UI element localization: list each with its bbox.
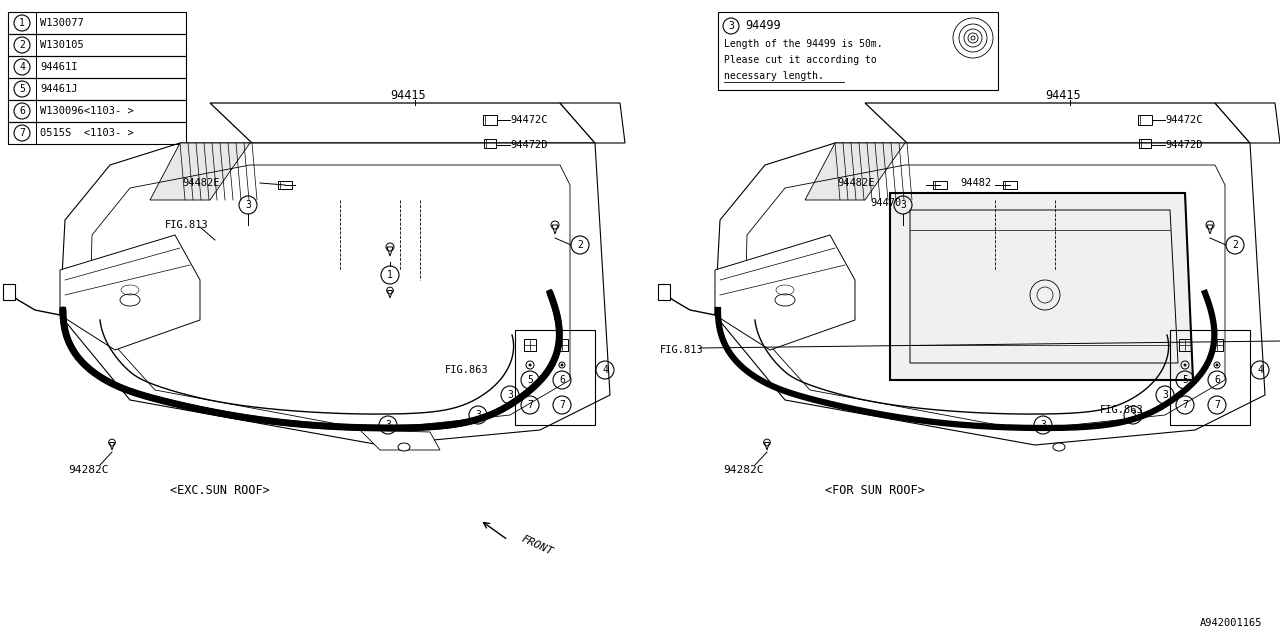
Text: 1: 1 bbox=[387, 270, 393, 280]
Bar bbox=[8, 56, 186, 78]
Bar bbox=[1179, 339, 1190, 351]
Polygon shape bbox=[716, 143, 1265, 445]
Text: FIG.863: FIG.863 bbox=[445, 365, 489, 375]
Text: 6: 6 bbox=[559, 375, 564, 385]
Text: 94415: 94415 bbox=[390, 88, 426, 102]
Bar bbox=[8, 122, 186, 144]
Polygon shape bbox=[360, 430, 440, 450]
Text: 94415: 94415 bbox=[1044, 88, 1080, 102]
Text: W130096<1103- >: W130096<1103- > bbox=[40, 106, 133, 116]
Text: 5: 5 bbox=[527, 375, 532, 385]
Bar bbox=[658, 284, 669, 300]
Text: 3: 3 bbox=[1130, 410, 1135, 420]
Circle shape bbox=[561, 364, 563, 366]
Text: 1: 1 bbox=[19, 18, 24, 28]
Polygon shape bbox=[150, 143, 250, 200]
Text: 5: 5 bbox=[19, 84, 24, 94]
Text: 94461I: 94461I bbox=[40, 62, 78, 72]
Bar bbox=[1004, 181, 1018, 189]
Text: 3: 3 bbox=[244, 200, 251, 210]
Text: A942001165: A942001165 bbox=[1199, 618, 1262, 628]
Text: 5: 5 bbox=[1181, 375, 1188, 385]
Bar bbox=[483, 115, 497, 125]
Text: <FOR SUN ROOF>: <FOR SUN ROOF> bbox=[826, 483, 925, 497]
Bar bbox=[933, 181, 947, 189]
Text: Please cut it according to: Please cut it according to bbox=[724, 55, 877, 65]
Bar bbox=[1138, 115, 1152, 125]
Text: FIG.863: FIG.863 bbox=[1100, 405, 1144, 415]
Text: 3: 3 bbox=[1162, 390, 1167, 400]
Text: 4: 4 bbox=[19, 62, 24, 72]
Bar bbox=[8, 100, 186, 122]
Bar bbox=[515, 330, 595, 425]
Bar bbox=[8, 78, 186, 100]
Text: 3: 3 bbox=[1041, 420, 1046, 430]
Text: 94482: 94482 bbox=[960, 178, 991, 188]
Ellipse shape bbox=[1053, 443, 1065, 451]
Text: <EXC.SUN ROOF>: <EXC.SUN ROOF> bbox=[170, 483, 270, 497]
Text: 2: 2 bbox=[577, 240, 582, 250]
Circle shape bbox=[1184, 364, 1187, 366]
Text: 94282C: 94282C bbox=[68, 465, 109, 475]
Text: 94472C: 94472C bbox=[509, 115, 548, 125]
Bar bbox=[524, 339, 536, 351]
Bar bbox=[718, 12, 998, 90]
Text: 94472D: 94472D bbox=[509, 140, 548, 150]
Text: 94482E: 94482E bbox=[183, 178, 220, 188]
Text: 6: 6 bbox=[1213, 375, 1220, 385]
Text: 3: 3 bbox=[900, 200, 906, 210]
Bar bbox=[8, 12, 186, 34]
Polygon shape bbox=[561, 103, 625, 143]
Text: 2: 2 bbox=[1233, 240, 1238, 250]
Text: 3: 3 bbox=[728, 21, 733, 31]
Text: necessary length.: necessary length. bbox=[724, 71, 824, 81]
Text: 7: 7 bbox=[19, 128, 24, 138]
Bar bbox=[3, 284, 15, 300]
Text: Length of the 94499 is 50m.: Length of the 94499 is 50m. bbox=[724, 39, 883, 49]
Text: 4: 4 bbox=[1257, 365, 1263, 375]
Ellipse shape bbox=[398, 443, 410, 451]
Text: 94470: 94470 bbox=[870, 198, 901, 208]
Bar bbox=[556, 339, 568, 351]
Text: FIG.813: FIG.813 bbox=[165, 220, 209, 230]
Polygon shape bbox=[60, 235, 200, 350]
Text: 6: 6 bbox=[19, 106, 24, 116]
Text: 7: 7 bbox=[559, 400, 564, 410]
Bar bbox=[1211, 339, 1222, 351]
Bar bbox=[1139, 138, 1151, 147]
Text: 7: 7 bbox=[1181, 400, 1188, 410]
Text: FRONT: FRONT bbox=[520, 533, 554, 557]
Text: W130077: W130077 bbox=[40, 18, 83, 28]
Text: 3: 3 bbox=[385, 420, 390, 430]
Polygon shape bbox=[865, 103, 1251, 143]
Polygon shape bbox=[805, 143, 905, 200]
Polygon shape bbox=[716, 235, 855, 350]
Text: 94472C: 94472C bbox=[1165, 115, 1202, 125]
Polygon shape bbox=[890, 193, 1193, 380]
Bar bbox=[484, 138, 497, 147]
Text: 3: 3 bbox=[475, 410, 481, 420]
Text: 4: 4 bbox=[602, 365, 608, 375]
Text: 94461J: 94461J bbox=[40, 84, 78, 94]
Text: 94482E: 94482E bbox=[837, 178, 876, 188]
Bar bbox=[278, 181, 292, 189]
Circle shape bbox=[1216, 364, 1219, 366]
Text: 0515S  <1103- >: 0515S <1103- > bbox=[40, 128, 133, 138]
Text: 3: 3 bbox=[507, 390, 513, 400]
Bar bbox=[1170, 330, 1251, 425]
Text: 94499: 94499 bbox=[745, 19, 781, 31]
Text: 94472D: 94472D bbox=[1165, 140, 1202, 150]
Text: FIG.813: FIG.813 bbox=[660, 345, 704, 355]
Text: W130105: W130105 bbox=[40, 40, 83, 50]
Text: 94282C: 94282C bbox=[723, 465, 763, 475]
Polygon shape bbox=[1215, 103, 1280, 143]
Polygon shape bbox=[210, 103, 595, 143]
Text: 7: 7 bbox=[1213, 400, 1220, 410]
Text: 7: 7 bbox=[527, 400, 532, 410]
Text: 2: 2 bbox=[19, 40, 24, 50]
Circle shape bbox=[529, 364, 531, 366]
Bar bbox=[8, 34, 186, 56]
Polygon shape bbox=[60, 143, 611, 445]
